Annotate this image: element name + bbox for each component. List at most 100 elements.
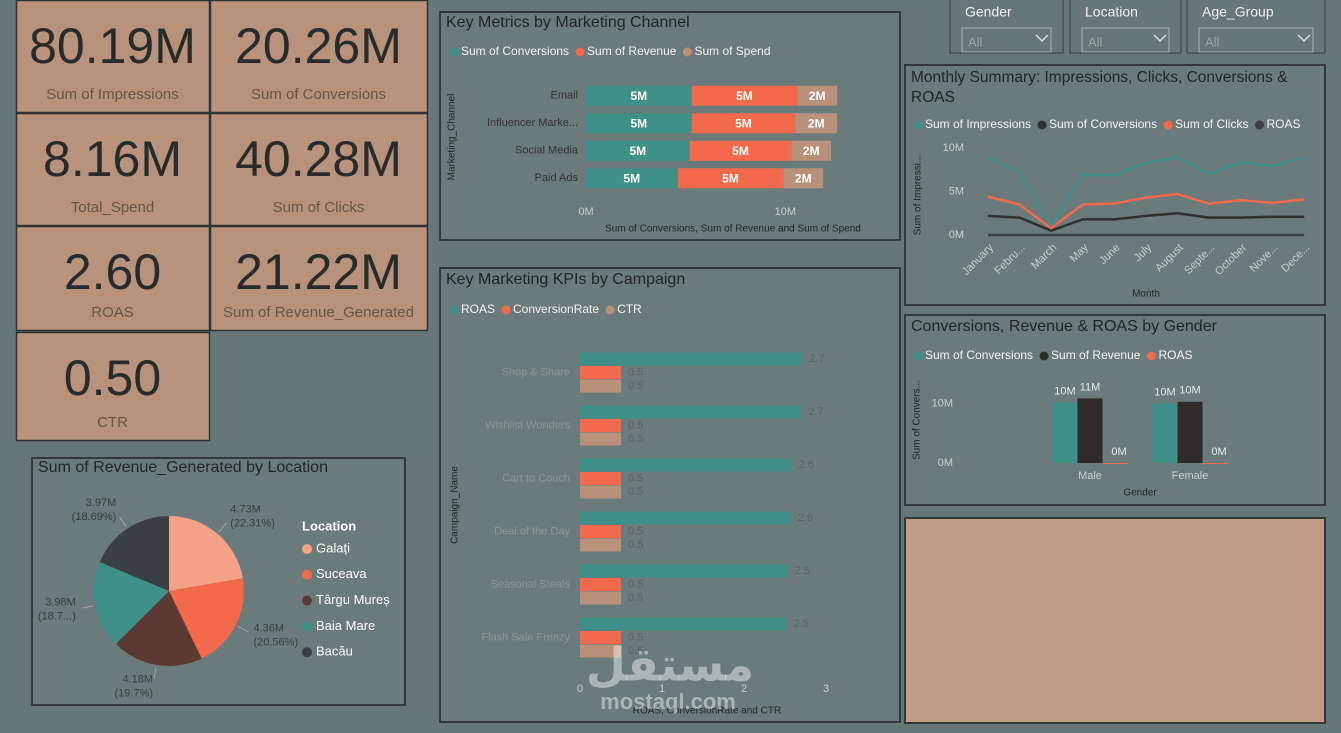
bar [580,511,791,525]
bar [1152,403,1178,463]
line [987,192,1305,230]
slicer-label: Age_Group [1202,4,1274,20]
bar [586,140,690,161]
leader-line [218,522,227,533]
card-label: ROAS [91,304,134,321]
slicer-label: Gender [965,4,1012,20]
panel [904,314,1326,506]
bar [580,432,621,446]
chevron [1035,34,1049,43]
legend-title: Location [302,518,356,533]
bar [689,140,792,161]
line [987,156,1305,229]
bar [580,485,621,499]
bar [580,352,803,366]
legend-marker [302,647,312,658]
bar [580,538,621,552]
x-tick-label: 10M [775,206,796,218]
y-axis-title: Campaign_Name [450,466,461,544]
bar [691,85,798,106]
data-label: 0M [1111,446,1126,458]
legend-marker [1039,351,1049,361]
bar [797,85,838,106]
legend-marker [1146,351,1156,361]
pie-value-label: 3.98M [45,597,76,609]
pie-value-label: 4.18M [122,674,153,686]
data-label: 5M [735,116,752,130]
x-axis-title: Sum of Conversions, Sum of Revenue and S… [605,224,861,235]
legend-marker [302,621,312,632]
data-label: 2M [795,171,812,185]
y-tick-label: 0M [938,457,953,469]
y-tick-label: 5M [949,185,964,197]
pie-slice [99,516,169,591]
leader-line [153,666,157,679]
legend-label: Sum of Clicks [1175,117,1248,131]
bar [677,168,784,189]
legend-label: Sum of Revenue [587,44,677,58]
data-label: 5M [736,89,753,103]
chart-title: Key Marketing KPIs by Campaign [446,271,685,288]
bar [580,644,621,658]
legend-marker [913,120,923,130]
data-label: 0.5 [628,525,643,537]
data-label: 0.5 [628,433,643,445]
legend-marker [913,351,923,361]
table-panel [904,517,1326,724]
card-value: 80.19M [29,18,196,74]
leader-line [237,625,249,633]
legend-marker [449,305,459,315]
legend-label: Sum of Conversions [461,44,569,58]
card [209,112,429,227]
slicer-dropdown[interactable] [1081,27,1170,53]
pie-percent-label: (19.7%) [115,688,154,700]
slicer-value: All [1088,34,1103,49]
card [209,225,429,332]
bar [580,458,792,472]
card-value: 20.26M [235,18,402,74]
x-tick-label: 1 [659,683,665,695]
bar [1202,462,1228,464]
bar [795,113,838,134]
slicer-label: Location [1085,4,1138,20]
pie-percent-label: (18.7...) [38,611,76,623]
x-axis-title: ROAS, ConversionRate and CTR [633,706,781,717]
slicer-dropdown[interactable] [1198,27,1314,53]
watermark: مستقل [586,638,754,692]
category-label: Shop & Share [502,366,571,378]
slicer [949,0,1064,54]
pie-slice [94,562,169,644]
bar [580,525,621,538]
bar [580,379,621,393]
card-label: Sum of Impressions [46,86,179,103]
card-value: 8.16M [43,131,182,187]
legend-marker [449,47,459,57]
legend-marker [501,305,511,315]
legend-marker [575,47,585,57]
data-label: 2M [809,89,826,103]
card-label: Total_Spend [71,199,154,216]
x-tick-label: 0 [577,683,583,695]
legend-label: Târgu Mureș [316,592,390,607]
panel [439,267,901,723]
card [15,331,211,442]
card-label: CTR [97,414,128,431]
legend-label: ROAS [1158,348,1192,362]
legend-label: ROAS [461,302,495,316]
bar [783,168,824,189]
bar [1077,398,1103,463]
card-label: Sum of Conversions [251,86,386,103]
category-label: Flash Sale Frenzy [481,631,570,643]
chart-title: Key Metrics by Marketing Channel [446,14,690,31]
x-axis-title: Month [1132,289,1160,300]
legend-label: Baia Mare [316,618,375,633]
data-label: 2M [803,144,820,158]
pie-percent-label: (20.56%) [253,636,298,648]
slicer-dropdown[interactable] [961,27,1052,53]
chevron [1297,34,1311,43]
chart-title: Conversions, Revenue & ROAS by Gender [911,318,1218,335]
bar [580,631,621,644]
card-value: 0.50 [64,350,161,406]
legend-label: Sum of Spend [694,44,770,58]
